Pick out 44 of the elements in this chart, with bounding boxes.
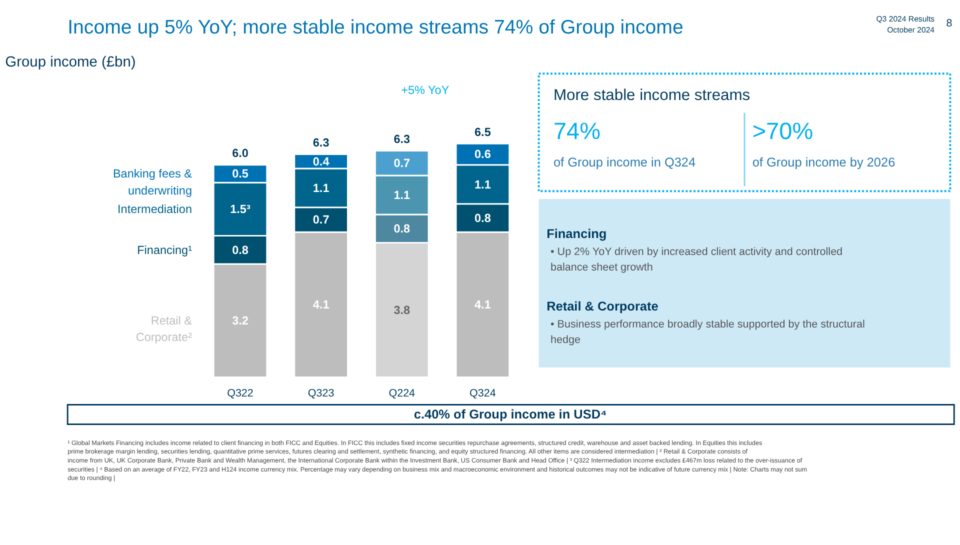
text: of Group income in Q324 bbox=[553, 154, 696, 170]
x-tick-label: Q323 bbox=[308, 387, 334, 400]
data-label: 1.1 bbox=[312, 182, 330, 195]
data-label: 0.7 bbox=[312, 214, 330, 227]
text: 74% bbox=[553, 118, 601, 144]
x-tick-label: Q224 bbox=[388, 387, 416, 400]
data-label: 4.1 bbox=[474, 298, 492, 312]
data-label: 0.6 bbox=[474, 148, 492, 162]
data-label: 3.2 bbox=[232, 314, 249, 328]
text: • Business performance broadly stable supported by the structural hedge bbox=[550, 318, 865, 346]
data-label: 0.8 bbox=[394, 222, 411, 236]
series-label: Intermediation bbox=[118, 203, 192, 216]
x-tick-label: Q324 bbox=[470, 387, 496, 400]
data-label: 0.7 bbox=[394, 157, 411, 170]
text: October 2024 bbox=[887, 25, 936, 34]
data-label: 1.5³ bbox=[230, 203, 250, 216]
text: Retail & Corporate bbox=[546, 298, 658, 314]
text: Q3 2024 Results bbox=[876, 14, 935, 24]
data-label: 1.1 bbox=[394, 188, 411, 202]
data-label: 0.4 bbox=[312, 155, 330, 168]
text: +5% YoY bbox=[401, 84, 450, 98]
text: of Group income by 2026 bbox=[752, 154, 896, 170]
series-label: Banking fees & underwriting bbox=[112, 168, 192, 198]
total-label: 6.3 bbox=[394, 132, 411, 146]
total-label: 6.3 bbox=[312, 136, 330, 150]
text: c.40% of Group income in USD⁴ bbox=[414, 406, 607, 422]
data-label: 3.8 bbox=[394, 304, 411, 317]
data-label: 0.8 bbox=[474, 212, 492, 225]
data-label: 0.8 bbox=[232, 244, 249, 257]
text: • Up 2% YoY driven by increased client activity and controlled balance sheet growth bbox=[550, 246, 843, 274]
total-label: 6.5 bbox=[474, 126, 492, 139]
series-label: Financing¹ bbox=[137, 244, 192, 257]
text: More stable income streams bbox=[553, 87, 750, 104]
text: Financing bbox=[546, 226, 607, 242]
total-label: 6.0 bbox=[232, 147, 249, 160]
data-label: 4.1 bbox=[312, 298, 330, 312]
text: Group income (£bn) bbox=[5, 54, 136, 71]
x-tick-label: Q322 bbox=[227, 387, 254, 400]
series-label: Retail & Corporate² bbox=[136, 314, 192, 344]
chart-title: Income up 5% YoY; more stable income streams 74% of Group income bbox=[68, 16, 684, 38]
data-label: 0.5 bbox=[232, 168, 249, 181]
data-label: 1.1 bbox=[474, 178, 492, 192]
text: 8 bbox=[946, 18, 952, 30]
text: >70% bbox=[752, 118, 814, 144]
